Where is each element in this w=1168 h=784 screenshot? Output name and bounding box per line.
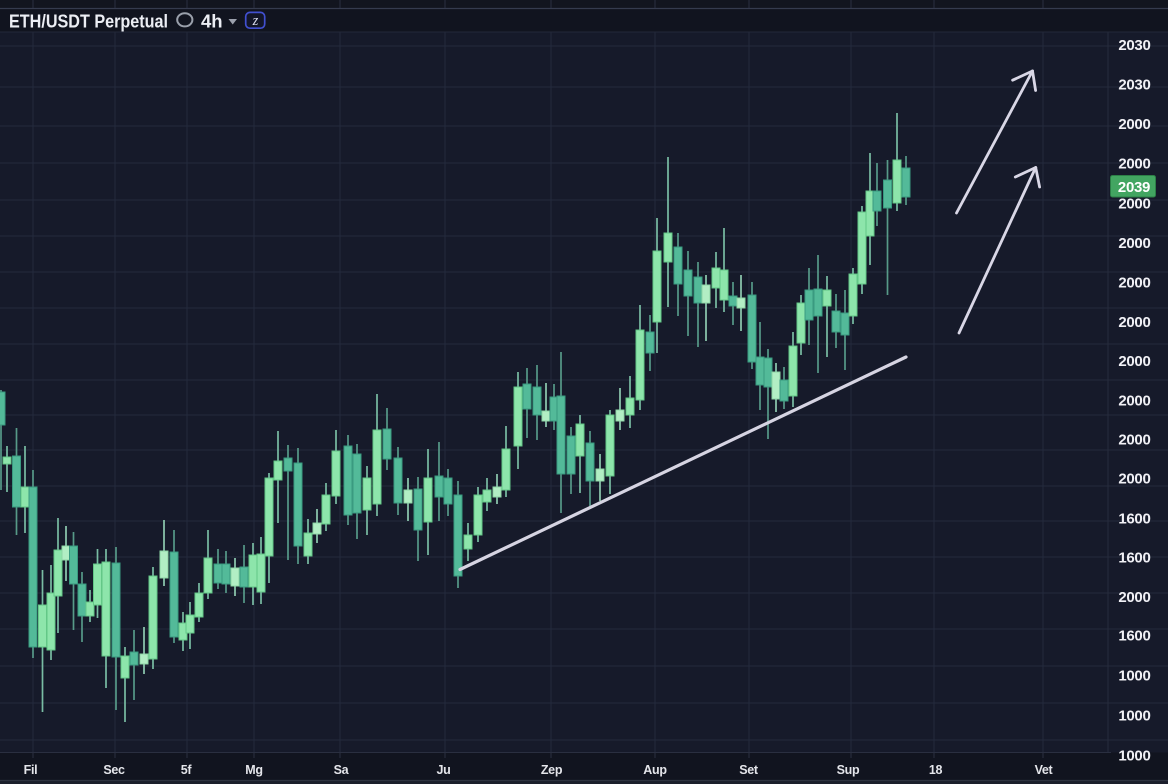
svg-text:4h: 4h — [201, 11, 223, 32]
svg-text:Zep: Zep — [541, 763, 563, 777]
svg-text:2000: 2000 — [1118, 235, 1150, 252]
svg-text:1000: 1000 — [1118, 708, 1150, 725]
svg-text:Ju: Ju — [437, 763, 451, 777]
svg-text:2000: 2000 — [1118, 275, 1150, 292]
svg-text:1600: 1600 — [1118, 511, 1150, 528]
svg-text:1600: 1600 — [1118, 550, 1150, 567]
svg-text:2039: 2039 — [1118, 179, 1150, 196]
svg-text:z: z — [252, 13, 259, 29]
svg-text:2000: 2000 — [1118, 353, 1150, 370]
svg-text:2000: 2000 — [1118, 471, 1150, 488]
svg-text:2000: 2000 — [1118, 393, 1150, 410]
svg-text:1000: 1000 — [1118, 668, 1150, 685]
svg-text:2000: 2000 — [1118, 589, 1150, 606]
svg-text:Aup: Aup — [643, 763, 667, 777]
svg-text:ETH/USDT Perpetual: ETH/USDT Perpetual — [9, 11, 168, 32]
svg-text:2000: 2000 — [1118, 432, 1150, 449]
svg-text:2000: 2000 — [1118, 314, 1150, 331]
svg-text:Sup: Sup — [837, 763, 860, 777]
svg-text:2030: 2030 — [1118, 77, 1150, 94]
svg-text:Sa: Sa — [334, 763, 350, 777]
svg-text:2000: 2000 — [1118, 196, 1150, 213]
svg-text:5f: 5f — [181, 763, 193, 777]
svg-text:Sec: Sec — [103, 763, 125, 777]
svg-text:18: 18 — [929, 763, 943, 777]
svg-text:Vet: Vet — [1035, 763, 1054, 777]
svg-text:2000: 2000 — [1118, 156, 1150, 173]
svg-text:Set: Set — [739, 763, 759, 777]
svg-text:2000: 2000 — [1118, 116, 1150, 133]
svg-text:1600: 1600 — [1118, 628, 1150, 645]
svg-text:Mg: Mg — [245, 763, 262, 777]
svg-text:1000: 1000 — [1118, 748, 1150, 765]
svg-text:2030: 2030 — [1118, 37, 1150, 54]
svg-text:Fil: Fil — [24, 763, 38, 777]
